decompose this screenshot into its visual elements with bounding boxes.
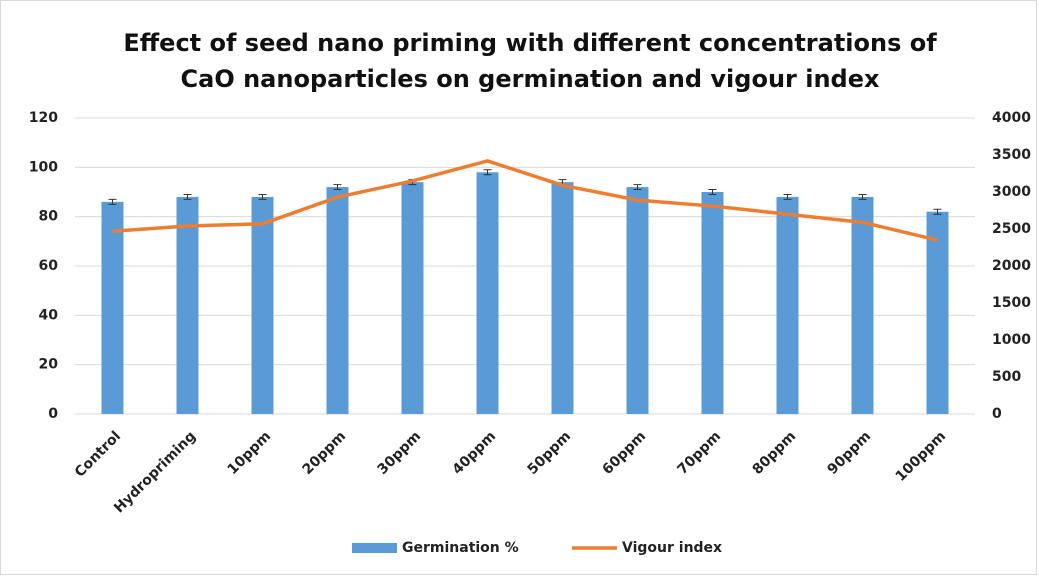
y2-tick-label: 2500: [992, 221, 1031, 237]
bar: [701, 192, 724, 414]
legend-label: Germination %: [402, 540, 519, 556]
error-bar: [258, 193, 267, 200]
y2-tick-label: 500: [992, 369, 1021, 385]
y2-tick-label: 3000: [992, 184, 1031, 200]
chart-title: CaO nanoparticles on germination and vig…: [181, 65, 880, 93]
error-bar: [708, 189, 717, 195]
error-bar: [333, 184, 342, 191]
legend-label: Vigour index: [622, 540, 722, 556]
y-tick-label: 0: [48, 406, 58, 422]
legend-swatch: [352, 543, 397, 553]
y-tick-label: 120: [29, 110, 58, 126]
y2-tick-label: 1500: [992, 295, 1031, 311]
y2-tick-label: 4000: [992, 110, 1031, 126]
y2-tick-label: 3500: [992, 147, 1031, 163]
bar: [326, 187, 349, 414]
error-bar: [783, 193, 792, 200]
bar: [926, 211, 949, 414]
y2-tick-label: 2000: [992, 258, 1031, 274]
y-tick-label: 20: [39, 357, 59, 373]
bar: [551, 182, 574, 414]
y-tick-label: 60: [39, 258, 59, 274]
line: [112, 159, 938, 242]
bar: [101, 201, 124, 414]
error-bar: [633, 184, 642, 191]
bar: [851, 196, 874, 414]
bar: [176, 196, 199, 414]
y2-tick-label: 0: [992, 406, 1002, 422]
bar: [476, 172, 499, 414]
bar: [401, 182, 424, 414]
y-tick-label: 40: [39, 307, 59, 323]
error-bar: [183, 193, 192, 200]
bar: [776, 196, 799, 414]
bar: [251, 196, 274, 414]
bar: [626, 187, 649, 414]
chart-title: Effect of seed nano priming with differe…: [123, 29, 937, 57]
error-bar: [858, 193, 867, 200]
error-bar: [483, 169, 492, 176]
y-tick-label: 100: [29, 159, 58, 175]
y-tick-label: 80: [39, 209, 59, 225]
y2-tick-label: 1000: [992, 332, 1031, 348]
error-bar: [933, 208, 942, 215]
error-bar: [108, 198, 117, 205]
